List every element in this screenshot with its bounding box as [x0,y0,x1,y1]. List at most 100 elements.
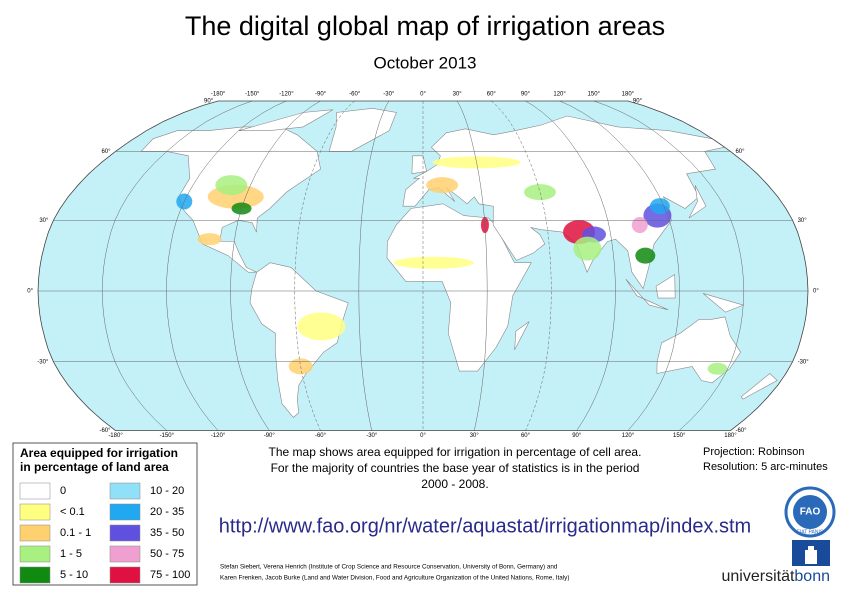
fao-motto: FIAT PANIS [797,529,824,535]
url[interactable]: http://www.fao.org/nr/water/aquastat/irr… [219,515,751,537]
bonn-tower [805,546,817,564]
lat-label-left: 90° [204,99,214,105]
legend-label: 0 [60,485,66,497]
lat-label-left: 30° [39,218,49,224]
lon-label-top: -30° [383,92,395,98]
lon-label-bottom: 150° [673,433,686,439]
legend-swatch [19,482,51,500]
meridian [559,100,680,431]
meridian [456,100,488,431]
description-line: 2000 - 2008. [421,477,488,491]
fao-text: FAO [800,507,821,518]
lon-label-top: 90° [521,92,531,98]
lon-label-bottom: 180° [724,433,737,439]
legend-swatch [109,524,141,542]
meridian [166,100,287,431]
legend-label: 5 - 10 [60,569,88,581]
irrigation-patch [197,233,222,246]
lon-label-bottom: 60° [521,433,531,439]
meridian [593,100,745,431]
lon-label-top: -90° [315,92,327,98]
lat-label-right: 30° [798,218,808,224]
lon-label-bottom: -120° [211,433,226,439]
lat-label-right: 0° [813,289,819,295]
legend-label: 20 - 35 [150,506,184,518]
lon-label-bottom: -150° [160,433,175,439]
lon-label-top: 150° [588,92,601,98]
irrigation-patch [631,217,648,234]
legend-swatch [109,503,141,521]
fao-logo: FAO FIAT PANIS [784,486,836,538]
credit-line: Karen Frenken, Jacob Burke (Land and Wat… [220,575,569,582]
lon-label-bottom: -30° [366,433,378,439]
map: -180° -180° -150° -150° -120° -120° -90° -90° -6… [27,92,819,440]
land [386,203,532,372]
bonn-text-2: bonn [794,568,830,585]
map-outline [37,100,809,431]
lat-label-right: 90° [633,99,643,105]
legend-label: 35 - 50 [150,527,184,539]
projection-line: Projection: Robinson [703,446,805,458]
irrigation-patch [635,247,656,264]
lon-label-bottom: 90° [572,433,582,439]
legend-label: 0.1 - 1 [60,527,91,539]
legend-label: 75 - 100 [150,569,190,581]
lon-label-top: 60° [487,92,497,98]
irrigation-patch [707,362,728,375]
lon-label-top: 180° [622,92,635,98]
credit-line: Stefan Siebert, Verena Henrich (Institut… [220,564,558,571]
land [688,185,707,219]
lat-label-right: -60° [735,428,747,434]
legend-swatch [109,545,141,563]
legend-swatch [109,566,141,584]
lon-label-top: -180° [211,92,226,98]
meridian [101,100,253,431]
lon-label-top: 120° [553,92,566,98]
lat-label-left: 0° [27,289,33,295]
lon-label-top: -60° [349,92,361,98]
lon-label-bottom: -180° [108,433,123,439]
lon-label-top: -150° [245,92,260,98]
land [328,107,397,152]
land [238,109,334,131]
land [249,262,349,418]
irrigation-patch [297,312,346,341]
lon-label-top: 0° [420,92,426,98]
land [514,321,530,351]
legend-box [12,442,198,586]
irrigation-patch [523,184,556,201]
meridian [358,100,390,431]
lat-label-right: -30° [798,359,810,365]
land [740,373,778,400]
legend-label: 1 - 5 [60,548,82,560]
land [625,278,669,311]
legend-label: 10 - 20 [150,485,184,497]
legend-title: in percentage of land area [20,460,169,474]
bonn-text: universitätbonn [721,568,830,585]
projection-info: Projection: Robinson Resolution: 5 arc-mi… [703,446,828,473]
legend-label: 50 - 75 [150,548,184,560]
land [655,273,676,299]
legend-swatch [109,482,141,500]
lon-label-bottom: -90° [264,433,276,439]
lat-label-left: -60° [99,428,111,434]
subtitle: October 2013 [373,53,476,72]
description: The map shows area equipped for irrigati… [269,445,642,491]
lon-label-bottom: 120° [622,433,635,439]
lat-label-left: -30° [37,359,49,365]
legend-swatch [19,524,51,542]
lat-label-left: 60° [101,149,111,155]
bonn-logo: universitätbonn [721,540,830,585]
legend-title: Area equipped for irrigation [20,446,178,460]
fao-disc [793,495,827,529]
lon-label-bottom: -60° [315,433,327,439]
lat-label-right: 60° [735,149,745,155]
lon-label-top: 30° [453,92,463,98]
irrigation-patch [426,177,459,194]
lon-label-bottom: 0° [420,433,426,439]
projection-line: Resolution: 5 arc-minutes [703,461,828,473]
legend-swatch [19,566,51,584]
credits: Stefan Siebert, Verena Henrich (Institut… [220,564,569,582]
